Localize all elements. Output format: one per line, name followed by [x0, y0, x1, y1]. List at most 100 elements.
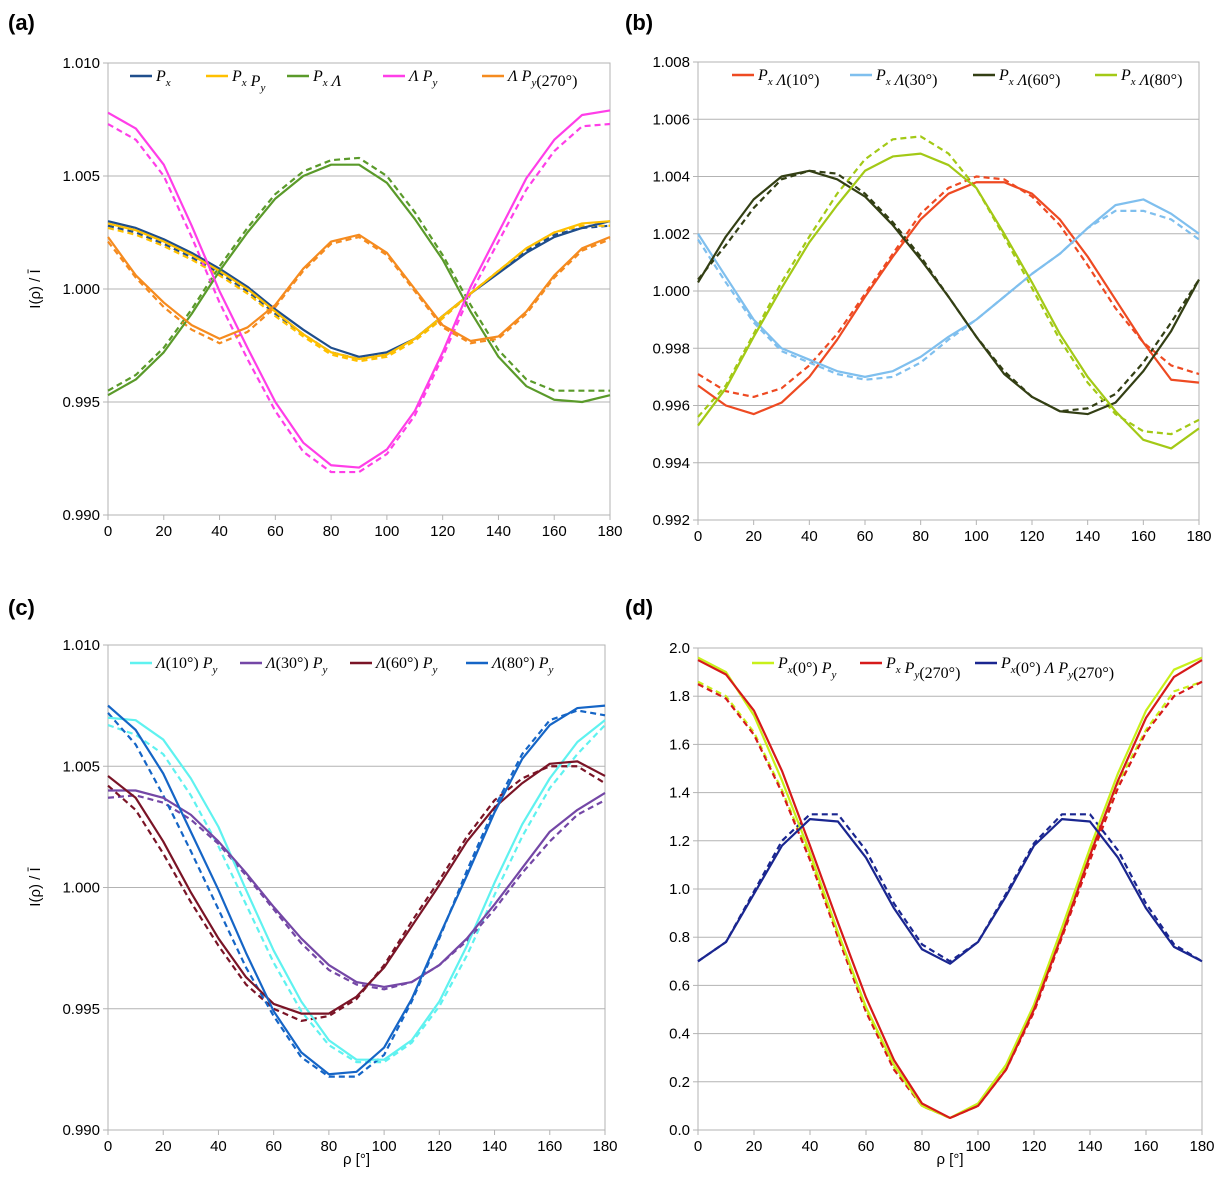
series-line-solid-1 [108, 789, 606, 989]
series-line-dashed-2 [697, 813, 1203, 963]
series-line-solid-0 [107, 220, 611, 358]
legend-label: Px Λ [312, 68, 342, 90]
y-tick-label: 0.995 [62, 394, 100, 411]
y-tick-label: 0.994 [652, 455, 690, 472]
y-tick-label: 1.000 [62, 281, 100, 298]
series-line-dashed-0 [107, 224, 611, 361]
legend-label: Px Λ(60°) [998, 67, 1060, 89]
legend-label: Λ(80°) Py [490, 655, 554, 676]
legend-label: Px [155, 68, 171, 89]
x-tick-label: 100 [965, 1138, 990, 1155]
series-line-dashed-0 [697, 680, 1203, 1120]
x-tick-label: 60 [267, 523, 284, 540]
x-tick-label: 100 [964, 528, 989, 545]
x-tick-label: 140 [1077, 1138, 1102, 1155]
legend-label: Px Λ(30°) [875, 67, 937, 89]
y-tick-label: 1.0 [669, 881, 690, 898]
y-tick-label: 0.2 [669, 1074, 690, 1091]
y-tick-label: 1.006 [652, 111, 690, 128]
legend-label: Λ(10°) Py [154, 655, 218, 676]
series-line-solid-1 [697, 659, 1203, 1120]
series-line-dashed-1 [697, 680, 1203, 1120]
y-tick-label: 1.010 [62, 637, 100, 654]
y-tick-label: 0.992 [652, 512, 690, 529]
legend-label: Px Py [231, 68, 265, 94]
plot-area [107, 62, 611, 516]
x-tick-label: 100 [374, 523, 399, 540]
plot-area [697, 61, 1200, 521]
series-line-dashed-0 [697, 175, 1200, 399]
y-tick-label: 0.998 [652, 340, 690, 357]
panel-label: (b) [625, 10, 653, 35]
legend-label: Λ(60°) Py [374, 655, 438, 676]
x-tick-label: 60 [858, 1138, 875, 1155]
y-tick-label: 1.005 [62, 168, 100, 185]
y-axis-label: I(ρ) / Ī [27, 866, 44, 906]
y-tick-label: 1.004 [652, 169, 690, 186]
series-line-dashed-3 [107, 709, 606, 1078]
panel-label: (c) [8, 595, 35, 620]
x-tick-label: 100 [372, 1138, 397, 1155]
y-tick-label: 2.0 [669, 640, 690, 657]
x-tick-label: 80 [321, 1138, 338, 1155]
x-tick-label: 140 [482, 1138, 507, 1155]
x-tick-label: 180 [1189, 1138, 1214, 1155]
series-line-dashed-4 [107, 235, 611, 345]
y-tick-label: 1.4 [669, 785, 690, 802]
legend-label: Px(0°) Λ Py(270°) [1000, 655, 1114, 682]
chart-panel-2: (c) 0.990 0.995 1.000 1.005 1.010 0 20 40 60 80 100… [8, 595, 618, 1168]
x-tick-label: 180 [1186, 528, 1211, 545]
y-axis-label: I(ρ) / Ī [27, 268, 44, 308]
x-tick-label: 20 [746, 1138, 763, 1155]
x-tick-label: 0 [104, 1138, 112, 1155]
y-tick-label: 1.8 [669, 688, 690, 705]
legend-label: Λ(30°) Py [264, 655, 328, 676]
y-tick-label: 1.010 [62, 55, 100, 72]
y-tick-label: 0.995 [62, 1001, 100, 1018]
y-tick-label: 1.002 [652, 226, 690, 243]
x-tick-label: 40 [211, 523, 228, 540]
legend-label: Λ Py [407, 68, 437, 89]
x-tick-label: 80 [323, 523, 340, 540]
series-line-solid-0 [697, 181, 1200, 416]
x-tick-label: 160 [1133, 1138, 1158, 1155]
series-line-dashed-0 [107, 723, 606, 1064]
series-line-dashed-2 [107, 156, 610, 392]
series-line-solid-2 [107, 163, 611, 404]
x-tick-label: 140 [486, 523, 511, 540]
series-line-solid-0 [107, 716, 606, 1061]
series-line-solid-0 [697, 656, 1203, 1120]
y-tick-label: 1.008 [652, 54, 690, 71]
series-line-solid-2 [697, 818, 1203, 965]
series-line-dashed-3 [107, 122, 611, 474]
legend-label: Λ Py(270°) [506, 68, 577, 90]
y-tick-label: 1.005 [62, 758, 100, 775]
x-axis-label: ρ [°] [936, 1151, 963, 1168]
x-tick-label: 40 [210, 1138, 227, 1155]
y-tick-label: 0.990 [62, 1122, 100, 1139]
x-tick-label: 160 [542, 523, 567, 540]
x-tick-label: 160 [1131, 528, 1156, 545]
y-tick-label: 0.6 [669, 977, 690, 994]
series-line-dashed-2 [107, 765, 606, 1022]
y-tick-label: 1.000 [62, 880, 100, 897]
y-tick-label: 0.4 [669, 1026, 690, 1043]
x-tick-label: 60 [265, 1138, 282, 1155]
x-axis-label: ρ [°] [343, 1151, 370, 1168]
y-tick-label: 1.2 [669, 833, 690, 850]
series-line-solid-1 [697, 198, 1200, 378]
series-line-solid-1 [107, 220, 611, 361]
legend-label: Px Py(270°) [885, 655, 960, 682]
x-tick-label: 0 [694, 1138, 702, 1155]
y-tick-label: 0.8 [669, 929, 690, 946]
series-line-solid-2 [107, 760, 606, 1015]
series-line-solid-3 [697, 152, 1200, 450]
legend-label: Px(0°) Py [777, 655, 837, 681]
x-tick-label: 80 [914, 1138, 931, 1155]
x-tick-label: 20 [155, 1138, 172, 1155]
legend-label: Px Λ(80°) [1120, 67, 1182, 89]
x-tick-label: 0 [104, 523, 112, 540]
y-tick-label: 1.000 [652, 283, 690, 300]
x-tick-label: 120 [427, 1138, 452, 1155]
x-tick-label: 80 [912, 528, 929, 545]
